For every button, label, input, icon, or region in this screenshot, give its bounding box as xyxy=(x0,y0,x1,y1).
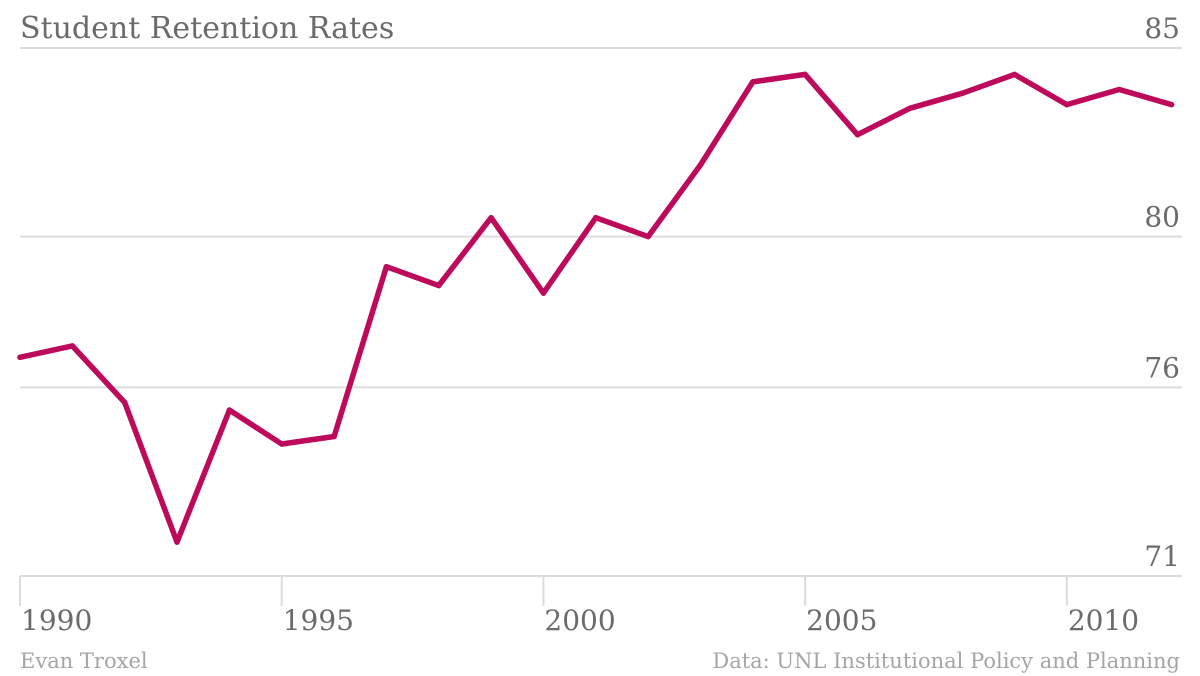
y-tick-label-80: 80 xyxy=(1144,201,1180,234)
series-layer xyxy=(17,71,1175,545)
data-point-2007 xyxy=(907,105,913,112)
data-point-1997 xyxy=(383,263,390,270)
data-point-2002 xyxy=(645,233,651,240)
credit-text: Evan Troxel xyxy=(20,649,148,673)
x-tick-label-2010: 2010 xyxy=(1068,604,1139,637)
y-tick-labels: 71 76 80 85 xyxy=(1144,12,1180,573)
data-point-2009 xyxy=(1011,71,1018,78)
data-point-2003 xyxy=(697,162,704,168)
data-point-2010 xyxy=(1064,101,1070,108)
y-tick-label-76: 76 xyxy=(1144,351,1180,384)
x-tick-label-2000: 2000 xyxy=(544,604,615,637)
x-tick-marks xyxy=(19,576,1068,606)
data-point-1991 xyxy=(69,343,76,349)
series-line-0 xyxy=(17,71,1175,545)
chart-title: Student Retention Rates xyxy=(20,11,394,46)
data-point-1992 xyxy=(121,399,128,406)
grid-lines xyxy=(20,47,1182,577)
data-point-1999 xyxy=(488,214,494,221)
data-point-1995 xyxy=(278,441,285,447)
data-point-2012 xyxy=(1168,101,1175,108)
data-point-1996 xyxy=(331,433,337,440)
data-point-1994 xyxy=(226,407,233,413)
y-tick-label-71: 71 xyxy=(1144,540,1180,573)
data-point-2004 xyxy=(750,79,756,85)
data-point-2008 xyxy=(959,90,965,97)
x-tick-label-2005: 2005 xyxy=(806,604,877,637)
data-point-2005 xyxy=(802,71,808,78)
data-point-1993 xyxy=(174,539,180,545)
data-point-2006 xyxy=(854,131,861,138)
data-point-2011 xyxy=(1116,86,1122,93)
data-point-1990 xyxy=(17,354,23,361)
source-text: Data: UNL Institutional Policy and Plann… xyxy=(712,649,1180,673)
data-point-2000 xyxy=(540,290,547,296)
x-tick-label-1990: 1990 xyxy=(21,604,92,637)
y-tick-label-85: 85 xyxy=(1144,12,1180,45)
data-point-2001 xyxy=(593,214,599,221)
data-point-1998 xyxy=(435,282,442,289)
x-tick-label-1995: 1995 xyxy=(283,604,354,637)
x-tick-labels: 1990 1995 2000 2005 2010 xyxy=(21,604,1139,637)
